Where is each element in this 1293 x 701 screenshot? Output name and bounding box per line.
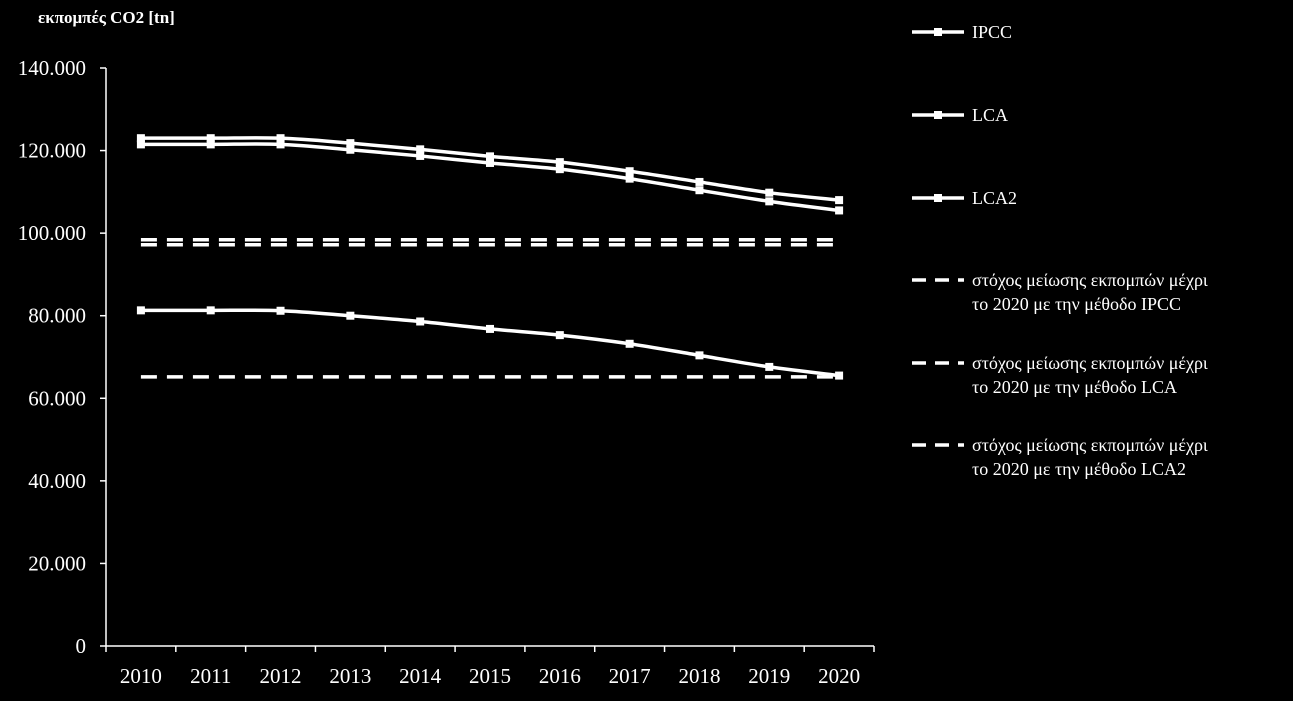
y-tick-label: 100.000 [18, 221, 86, 245]
y-tick-label: 140.000 [18, 56, 86, 80]
x-tick-label: 2017 [609, 664, 651, 688]
data-point [625, 167, 634, 176]
data-point [276, 306, 285, 315]
legend-swatch [912, 111, 964, 119]
y-tick-label: 60.000 [28, 386, 86, 410]
series-3 [136, 306, 844, 380]
data-point [555, 165, 564, 174]
data-point [136, 134, 145, 143]
data-point [625, 339, 634, 348]
data-point [416, 151, 425, 160]
data-point [276, 140, 285, 149]
legend-label: LCA2 [972, 188, 1017, 208]
x-tick-label: 2012 [260, 664, 302, 688]
data-point [486, 158, 494, 167]
data-point [765, 188, 774, 197]
data-point [695, 351, 704, 360]
data-point [835, 371, 844, 380]
y-tick-label: 120.000 [18, 139, 86, 163]
data-point [206, 140, 215, 149]
legend-item-5: στόχος μείωσης εκπομπών μέχρι το 2020 με… [910, 351, 1272, 399]
data-point [416, 317, 425, 326]
data-point [835, 206, 844, 215]
legend-item-6: στόχος μείωσης εκπομπών μέχρι το 2020 με… [910, 433, 1272, 481]
series-1 [136, 134, 844, 205]
data-point [835, 196, 844, 205]
series-group [136, 134, 844, 380]
data-point [695, 177, 704, 186]
data-point [346, 139, 355, 148]
legend-swatch [912, 278, 964, 282]
legend-label: στόχος μείωσης εκπομπών μέχρι το 2020 με… [972, 353, 1208, 397]
legend-item-1: IPCC [910, 20, 1272, 44]
data-point [486, 324, 494, 333]
data-point [206, 306, 215, 315]
data-point [486, 152, 494, 161]
axes: 0 20.000 40.000 60.000 80.000 100.000 120.000 1… [18, 56, 875, 688]
data-point [206, 134, 215, 143]
data-point [276, 134, 285, 143]
x-tick-label: 2010 [120, 664, 162, 688]
legend-label: στόχος μείωσης εκπομπών μέχρι το 2020 με… [972, 270, 1208, 314]
x-tick-label: 2018 [678, 664, 720, 688]
series-line [140, 136, 840, 202]
x-tick-label: 2013 [329, 664, 371, 688]
data-point [136, 140, 145, 149]
x-tick-label: 2019 [748, 664, 790, 688]
legend-item-3: LCA2 [910, 186, 1272, 210]
legend-swatch [912, 194, 964, 202]
legend-swatch [912, 361, 964, 365]
data-point [555, 158, 564, 167]
data-point [765, 197, 774, 206]
legend-swatch [912, 443, 964, 447]
data-point [695, 186, 704, 195]
series-2 [136, 140, 844, 215]
x-tick-label: 2020 [818, 664, 860, 688]
y-tick-label: 80.000 [28, 304, 86, 328]
series-line [140, 308, 840, 378]
data-point [136, 306, 145, 315]
data-point [625, 174, 634, 183]
y-axis-title: εκπομπές CO2 [tn] [38, 8, 175, 27]
y-tick-label: 20.000 [28, 551, 86, 575]
data-point [346, 145, 355, 154]
y-tick-label: 40.000 [28, 469, 86, 493]
legend-item-2: LCA [910, 103, 1272, 127]
data-point [765, 362, 774, 371]
data-point [346, 311, 355, 320]
legend-item-4: στόχος μείωσης εκπομπών μέχρι το 2020 με… [910, 268, 1272, 316]
legend-label: στόχος μείωσης εκπομπών μέχρι το 2020 με… [972, 435, 1208, 479]
x-tick-label: 2015 [469, 664, 511, 688]
legend-label: IPCC [972, 22, 1013, 42]
x-tick-label: 2014 [399, 664, 442, 688]
legend-label: LCA [972, 105, 1008, 125]
data-point [416, 145, 425, 154]
legend-swatch [912, 28, 964, 36]
line-chart: 0 20.000 40.000 60.000 80.000 100.000 120.000 1… [18, 56, 875, 688]
y-tick-label: 0 [76, 634, 87, 658]
x-tick-label: 2016 [539, 664, 581, 688]
x-tick-label: 2011 [190, 664, 231, 688]
data-point [555, 331, 564, 340]
